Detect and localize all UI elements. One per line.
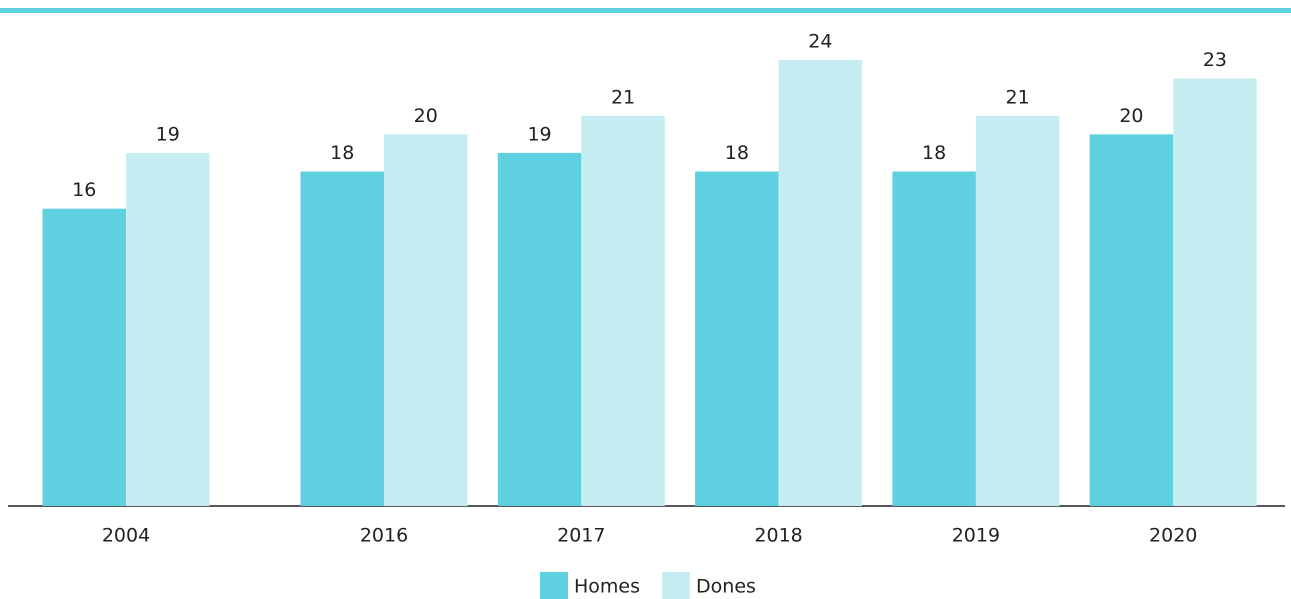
value-label: 19: [156, 123, 180, 145]
value-label: 20: [414, 105, 438, 127]
value-label: 21: [1006, 86, 1030, 108]
bar: [497, 152, 582, 506]
value-label: 23: [1203, 49, 1227, 71]
x-tick-label: 2004: [102, 525, 150, 547]
bar: [42, 208, 126, 506]
legend-swatch: [540, 572, 568, 599]
value-label: 19: [527, 123, 551, 145]
value-label: 24: [808, 31, 832, 53]
value-label: 21: [611, 86, 635, 108]
value-label: 16: [72, 179, 96, 201]
value-label: 18: [725, 142, 749, 164]
bar: [300, 171, 384, 506]
bar: [695, 171, 779, 506]
legend-label: Dones: [696, 576, 756, 598]
value-label: 18: [922, 142, 946, 164]
bar: [892, 171, 976, 506]
x-tick-label: 2019: [952, 525, 1000, 547]
bar: [126, 152, 210, 506]
bar: [975, 115, 1060, 506]
legend-label: Homes: [574, 576, 640, 598]
bar: [384, 134, 468, 507]
bar: [1173, 78, 1257, 506]
x-tick-label: 2016: [360, 525, 408, 547]
value-label: 20: [1119, 105, 1143, 127]
bar: [1089, 134, 1174, 507]
legend-swatch: [662, 572, 691, 599]
top-rule: [0, 8, 1291, 13]
bar: [778, 60, 863, 506]
x-tick-label: 2020: [1149, 525, 1197, 547]
value-label: 18: [330, 142, 354, 164]
x-tick-label: 2018: [754, 525, 802, 547]
x-tick-label: 2017: [557, 525, 605, 547]
bar: [581, 115, 665, 506]
